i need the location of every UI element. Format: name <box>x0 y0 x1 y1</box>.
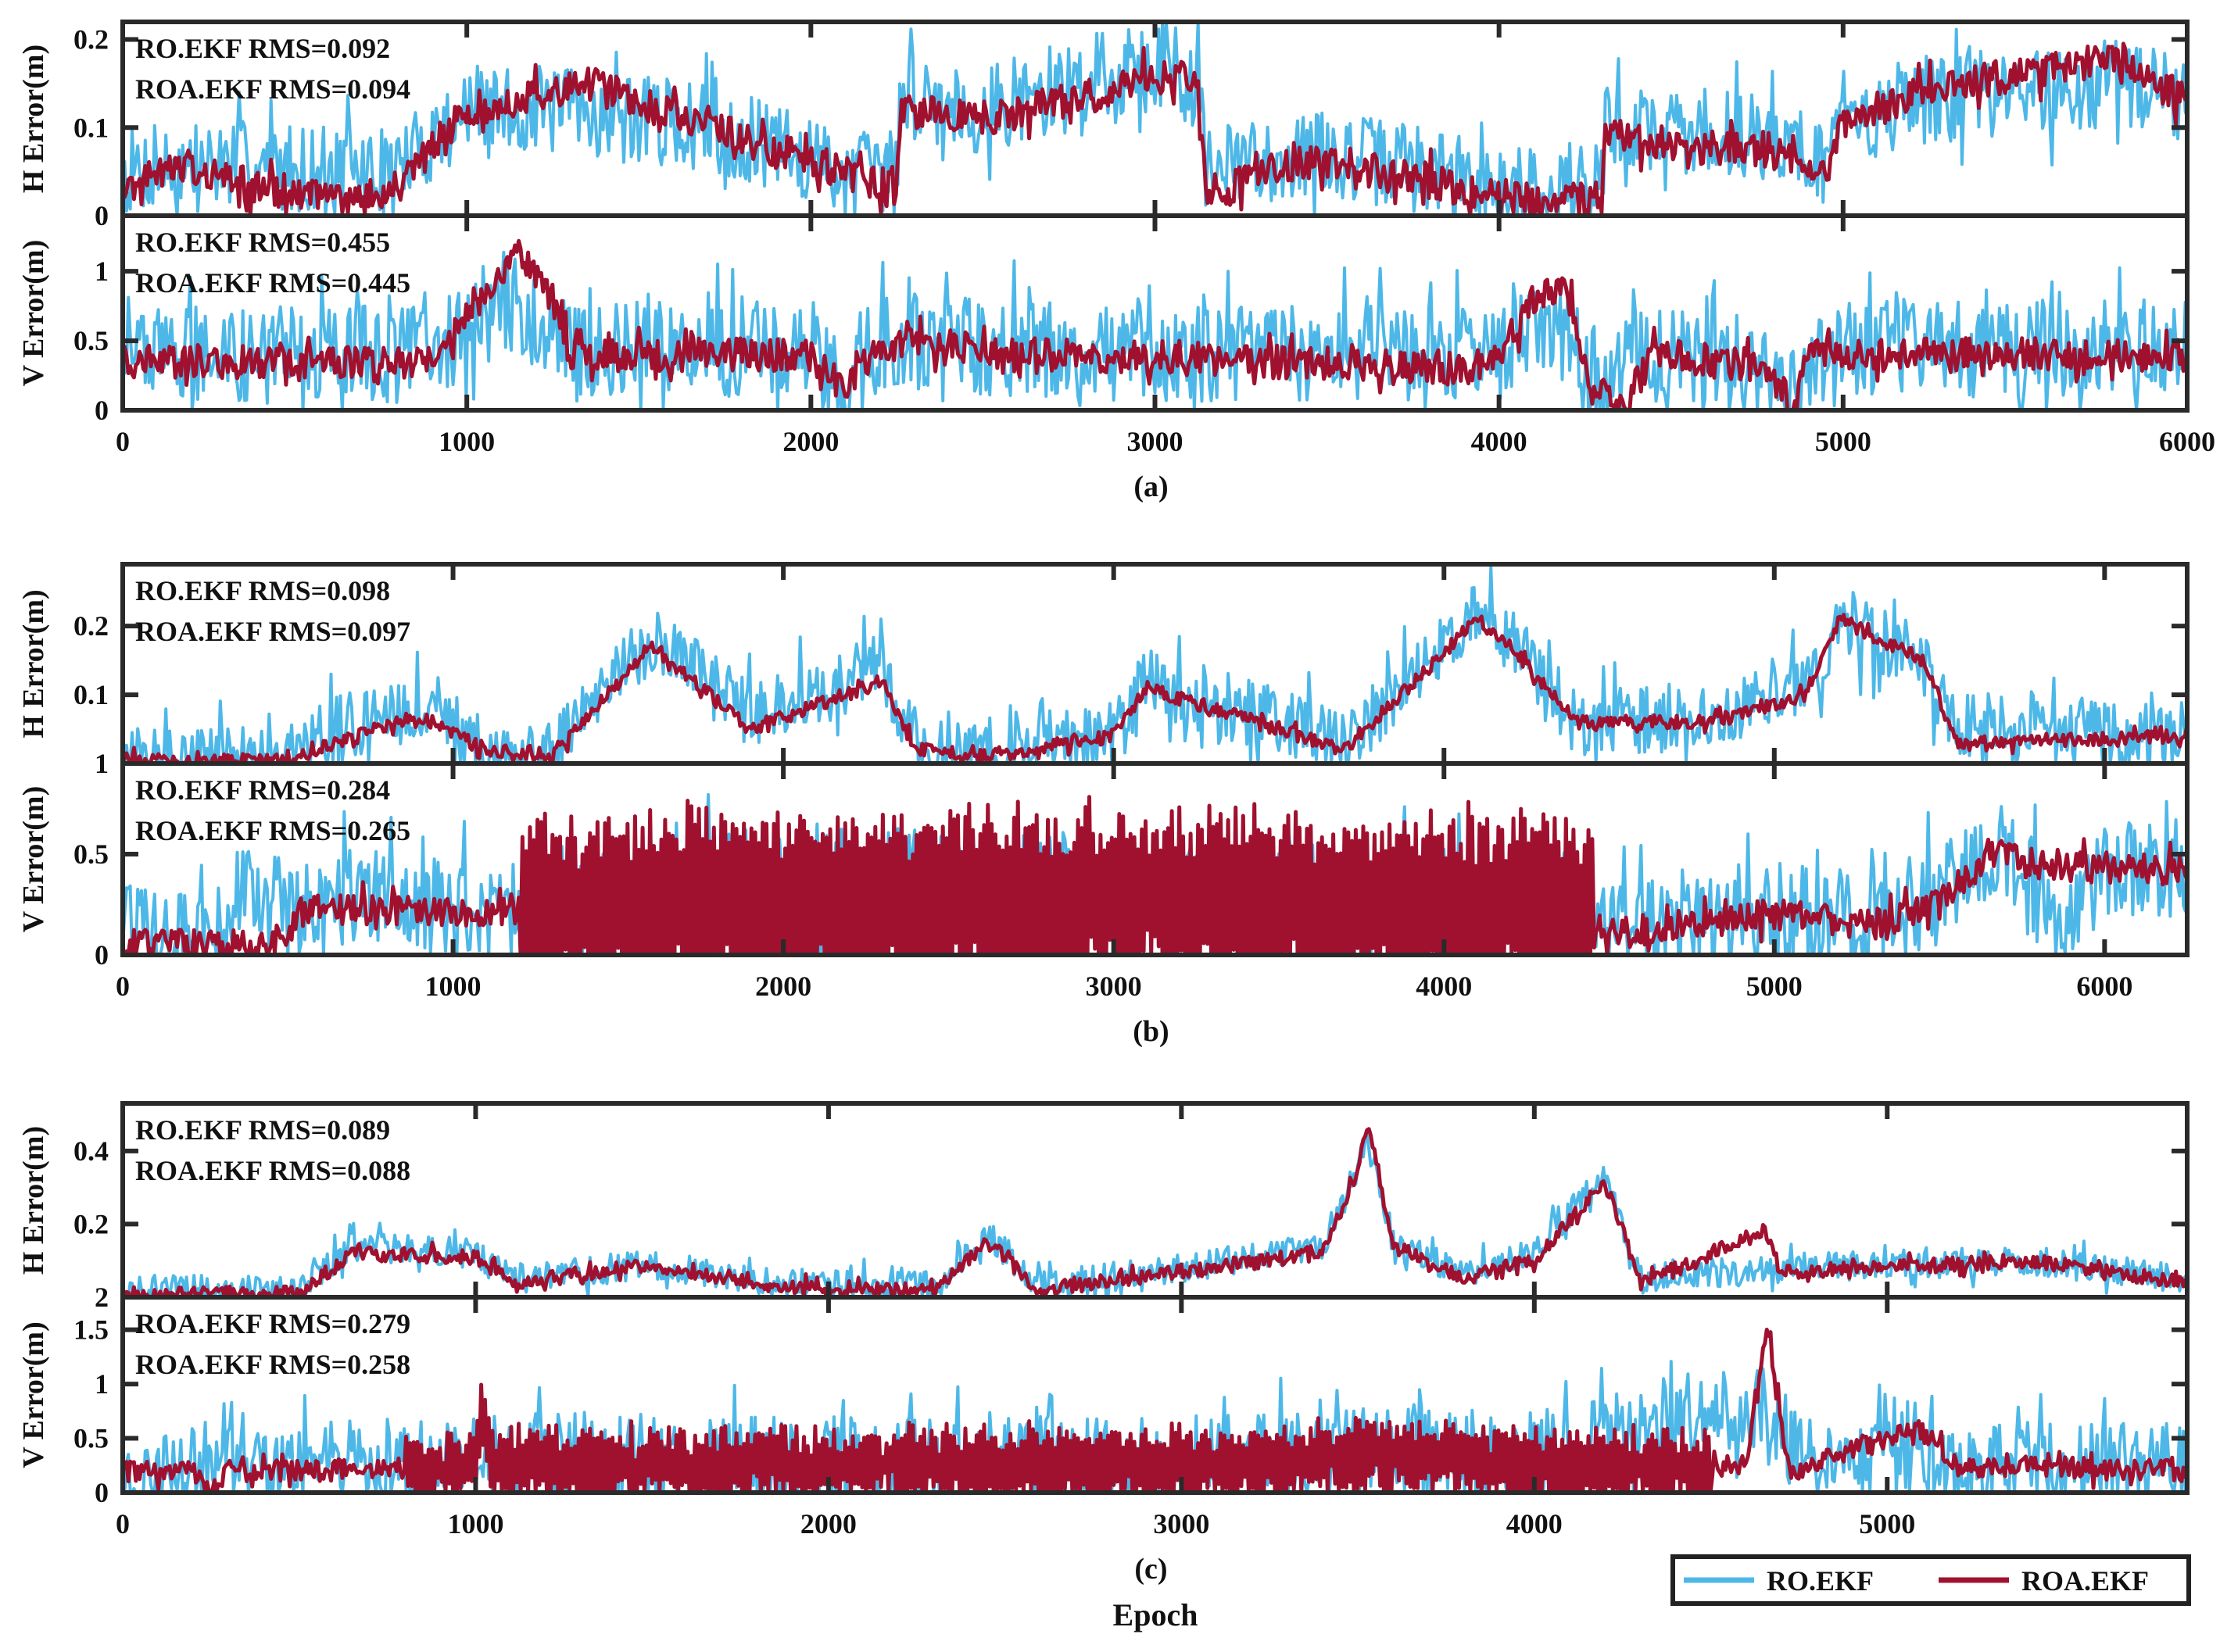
legend-label-roa-ekf: ROA.EKF <box>2021 1565 2149 1597</box>
series-group <box>123 792 2187 955</box>
rms-annotation: RO.EKF RMS=0.092 <box>135 33 390 64</box>
rms-annotation: ROA.EKF RMS=0.094 <box>135 73 410 105</box>
y-tick-label: 0.2 <box>73 610 109 642</box>
y-tick-label: 0.4 <box>73 1135 109 1167</box>
series-group <box>123 22 2187 216</box>
y-tick-label: 0.1 <box>73 112 109 143</box>
x-tick-label: 2000 <box>800 1508 857 1539</box>
rms-annotation: ROA.EKF RMS=0.445 <box>135 267 410 299</box>
y-tick-label: 0 <box>95 395 109 426</box>
x-tick-label: 5000 <box>1746 971 1803 1002</box>
x-tick-label: 1000 <box>447 1508 503 1539</box>
legend: RO.EKF ROA.EKF <box>1670 1554 2191 1606</box>
panel-a-v: 0 1000 2000 3000 4000 5000 6000 0 0.5 1 V Error(m)… <box>17 213 2215 503</box>
x-tick-label: 0 <box>116 1508 130 1539</box>
rms-annotation: ROA.EKF RMS=0.279 <box>135 1308 410 1339</box>
y-axis-label: V Error(m) <box>17 240 50 386</box>
rms-annotation: RO.EKF RMS=0.455 <box>135 227 390 258</box>
x-axis-label: Epoch <box>1113 1597 1198 1632</box>
x-tick-label: 0 <box>116 971 130 1002</box>
y-axis-label: H Error(m) <box>17 45 50 193</box>
rms-annotation: ROA.EKF RMS=0.097 <box>135 616 410 647</box>
y-tick-label: 1 <box>95 256 109 287</box>
panel-label: (a) <box>1133 470 1168 503</box>
x-tick-label: 1000 <box>425 971 482 1002</box>
x-tick-label: 0 <box>116 426 130 457</box>
x-tick-label: 4000 <box>1506 1508 1563 1539</box>
series-group <box>123 1328 2187 1493</box>
series-line-roa-ekf <box>123 41 2187 216</box>
rms-annotation: RO.EKF RMS=0.284 <box>135 774 390 806</box>
y-tick-label: 0 <box>95 1477 109 1508</box>
legend-label-ro-ekf: RO.EKF <box>1767 1565 1874 1597</box>
x-tick-label: 3000 <box>1153 1508 1209 1539</box>
y-tick-label: 0.2 <box>73 1208 109 1239</box>
y-tick-label: 0.5 <box>73 325 109 356</box>
series-line-ro-ekf <box>123 22 2187 216</box>
panels-group: 0 0.1 0.2 H Error(m) RO.EKF RMS=0.092 ROA.EKF… <box>17 20 2215 1586</box>
y-tick-label: 0.1 <box>73 679 109 710</box>
y-tick-label: 2 <box>95 1282 109 1313</box>
y-tick-label: 1 <box>95 1368 109 1400</box>
series-line-ro-ekf <box>123 1133 2187 1297</box>
panel-b-h: 1 0.1 0.2 H Error(m) RO.EKF RMS=0.098 ROA.EKF… <box>17 562 2190 779</box>
rms-annotation: ROA.EKF RMS=0.258 <box>135 1349 410 1380</box>
panel-label: (b) <box>1133 1015 1169 1048</box>
y-tick-label: 1 <box>95 748 109 779</box>
series-line-roa-ekf <box>123 795 2187 955</box>
x-tick-label: 4000 <box>1416 971 1472 1002</box>
series-line-roa-ekf <box>123 238 2187 410</box>
y-tick-label: 0.5 <box>73 1423 109 1454</box>
x-tick-label: 1000 <box>439 426 495 457</box>
plot-frame <box>120 761 2190 957</box>
y-tick-label: 0.2 <box>73 24 109 55</box>
series-group <box>123 238 2187 410</box>
panel-label: (c) <box>1134 1553 1167 1586</box>
x-tick-label: 6000 <box>2076 971 2132 1002</box>
x-tick-label: 2000 <box>755 971 811 1002</box>
y-tick-label: 0.5 <box>73 839 109 870</box>
y-tick-label: 1.5 <box>73 1314 109 1346</box>
series-line-ro-ekf <box>123 250 2187 410</box>
x-tick-label: 4000 <box>1471 426 1527 457</box>
panel-c-h: 2 0.2 0.4 H Error(m) RO.EKF RMS=0.089 ROA.EKF… <box>17 1101 2190 1313</box>
rms-annotation: ROA.EKF RMS=0.088 <box>135 1155 410 1186</box>
x-tick-label: 6000 <box>2159 426 2215 457</box>
series-group <box>123 566 2187 763</box>
legend-box <box>1670 1554 2191 1606</box>
x-tick-label: 5000 <box>1859 1508 1915 1539</box>
x-tick-label: 3000 <box>1086 971 1142 1002</box>
y-axis-label: V Error(m) <box>17 786 50 932</box>
rms-annotation: RO.EKF RMS=0.089 <box>135 1114 390 1146</box>
panel-a-h: 0 0.1 0.2 H Error(m) RO.EKF RMS=0.092 ROA.EKF… <box>17 20 2190 231</box>
panel-b-v: 0 1000 2000 3000 4000 5000 6000 0 0.5 V Error(m) R… <box>17 761 2190 1048</box>
x-tick-label: 2000 <box>782 426 839 457</box>
y-axis-label: H Error(m) <box>17 589 50 738</box>
x-tick-label: 3000 <box>1127 426 1183 457</box>
rms-annotation: ROA.EKF RMS=0.265 <box>135 815 410 846</box>
y-tick-label: 0 <box>95 200 109 231</box>
plot-frame <box>120 1295 2190 1495</box>
series-group <box>123 1127 2187 1297</box>
y-tick-label: 0 <box>95 939 109 971</box>
series-line-ro-ekf <box>123 566 2187 763</box>
y-axis-label: H Error(m) <box>17 1126 50 1275</box>
series-line-roa-ekf <box>123 613 2187 763</box>
series-line-roa-ekf <box>123 1328 2187 1493</box>
y-axis-label: V Error(m) <box>17 1321 50 1468</box>
x-tick-label: 5000 <box>1815 426 1871 457</box>
panel-c-v: 0 1000 2000 3000 4000 5000 0 0.5 1 1.5 V Error(m) R… <box>17 1295 2190 1586</box>
rms-annotation: RO.EKF RMS=0.098 <box>135 575 390 606</box>
series-line-roa-ekf <box>123 1127 2187 1297</box>
